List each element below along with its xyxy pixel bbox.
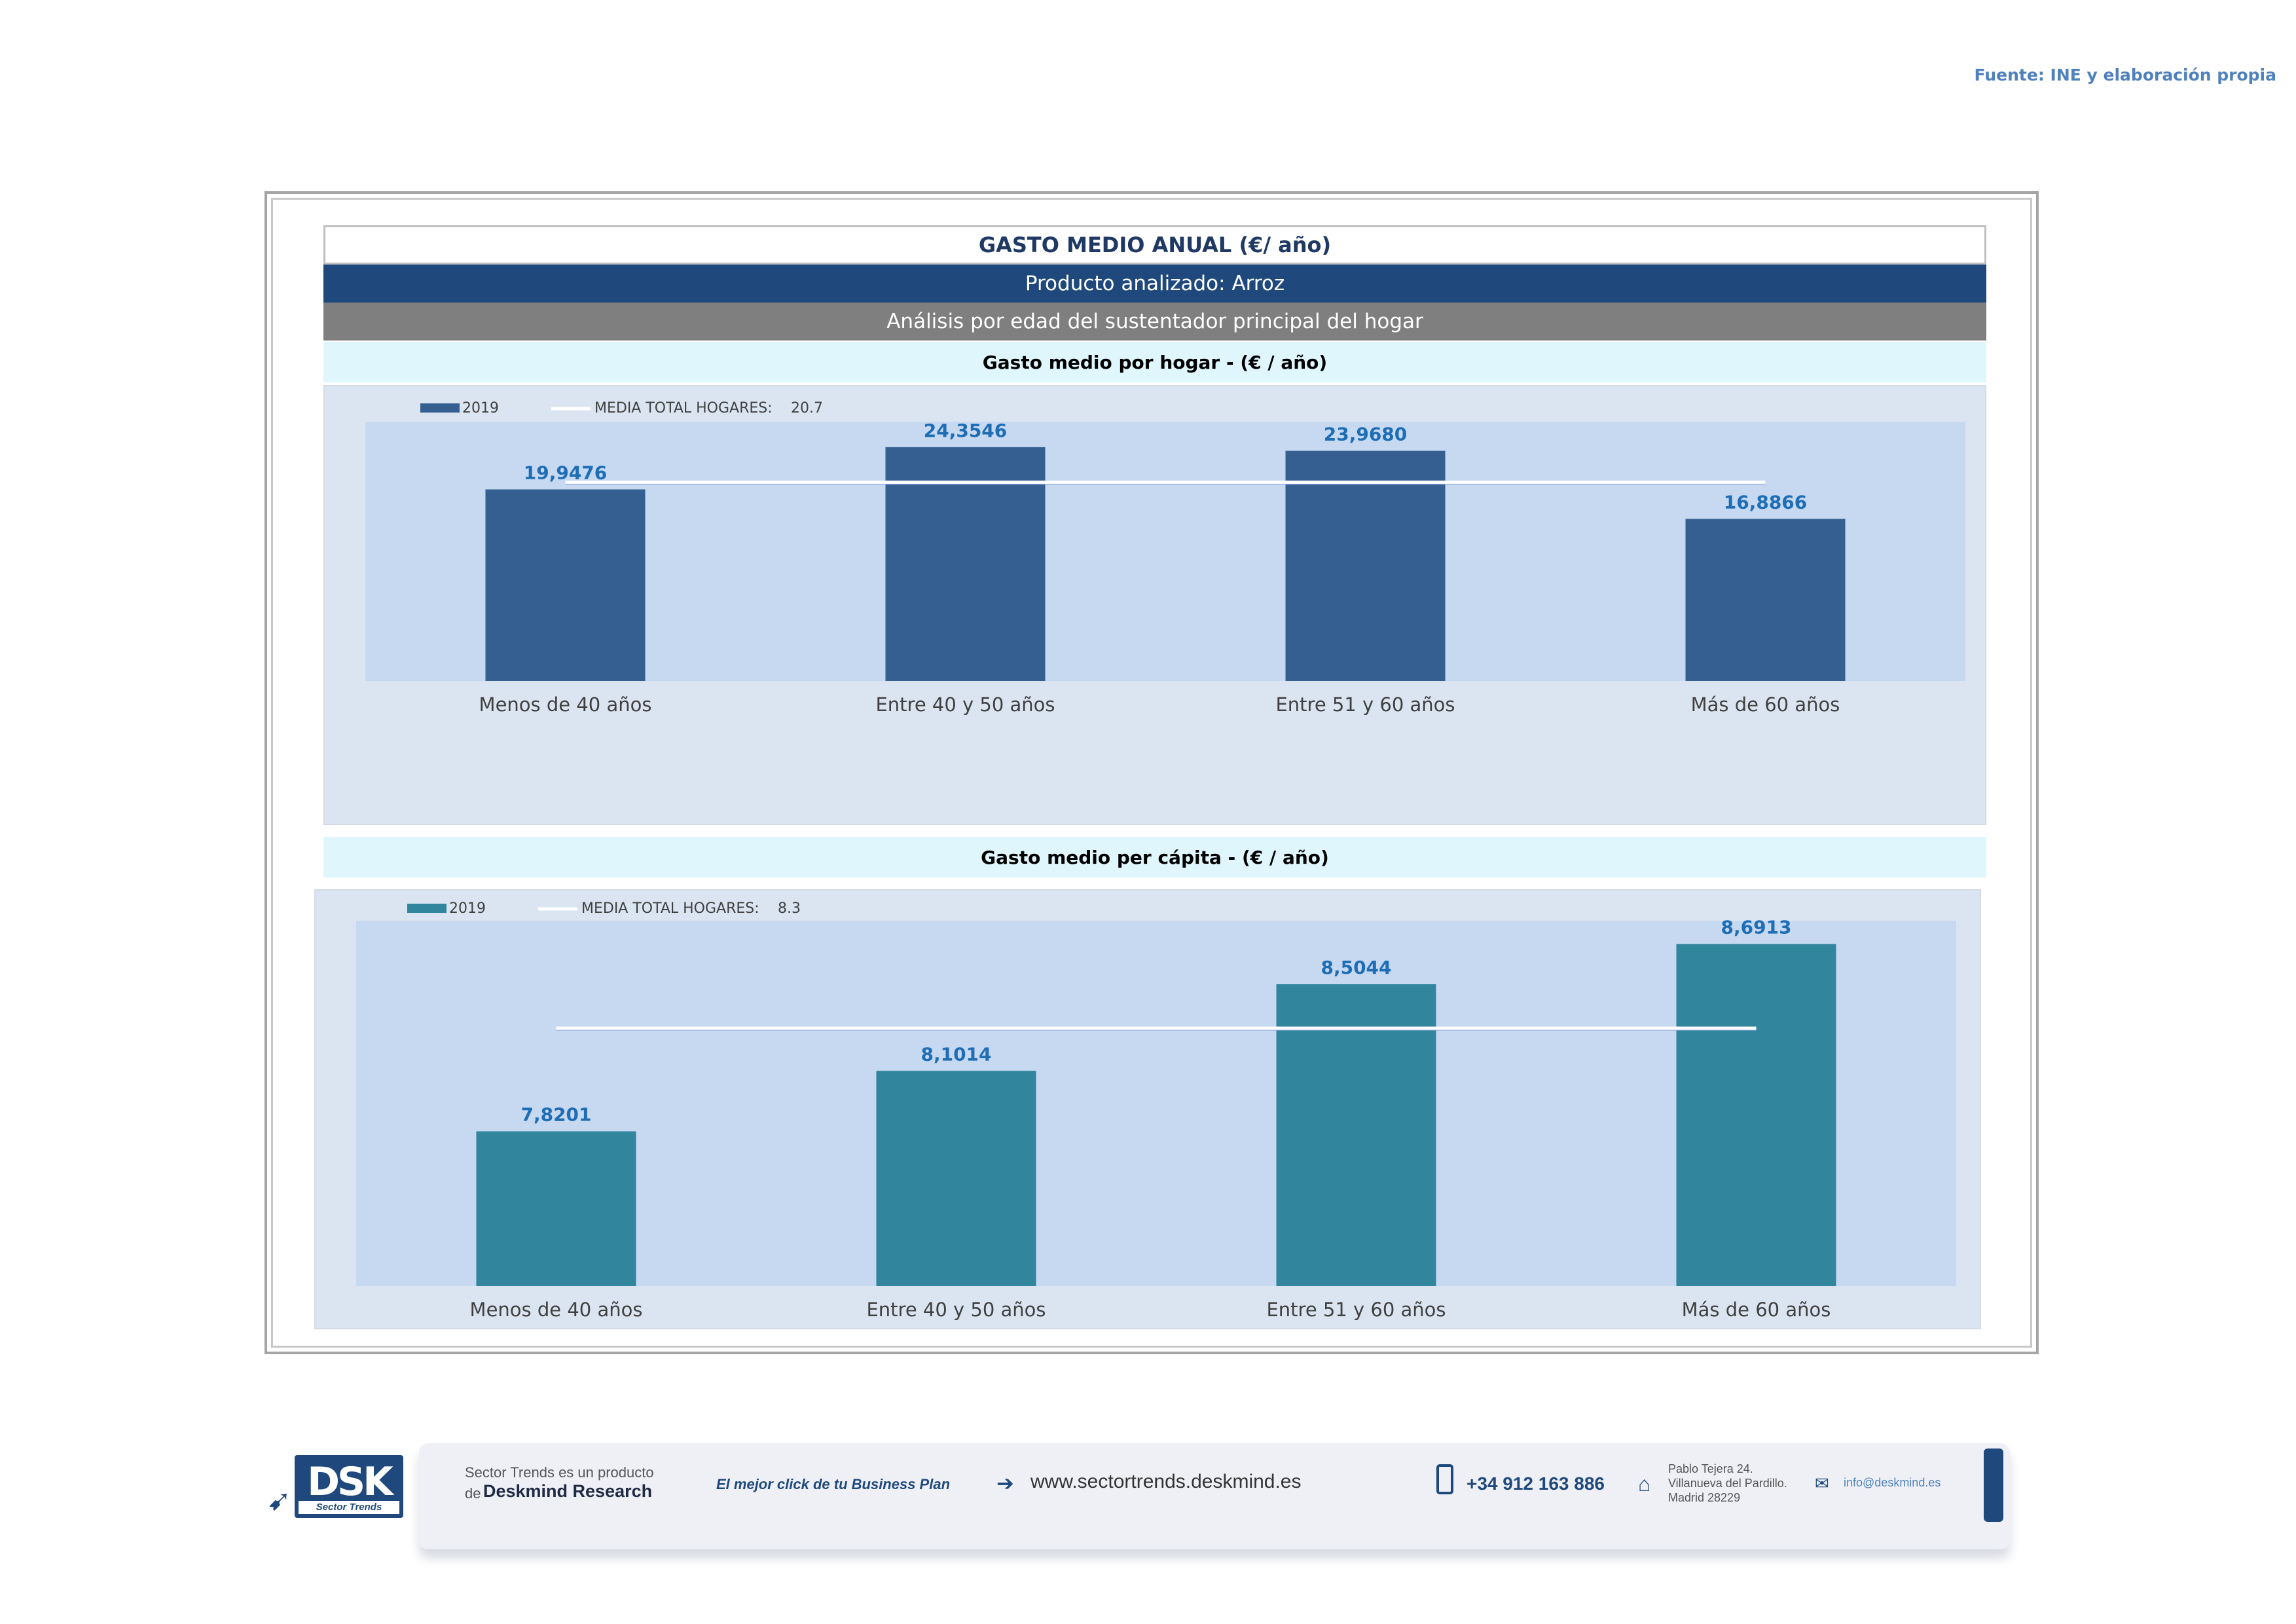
- analysis-banner: Análisis por edad del sustentador princi…: [323, 303, 1986, 341]
- footer-email[interactable]: info@deskmind.es: [1844, 1476, 1941, 1489]
- chart-percapita: 7,8201 Menos de 40 años 8,1014 Entre 40 y 5…: [314, 889, 1981, 1329]
- bar-4: [1676, 944, 1836, 1286]
- footer-product-line: Sector Trends es un producto: [465, 1464, 654, 1481]
- category-label-2: Entre 40 y 50 años: [866, 1299, 1046, 1321]
- chart-household-title: Gasto medio por hogar - (€ / año): [323, 342, 1986, 382]
- category-label-2: Entre 40 y 50 años: [875, 693, 1055, 716]
- footer-product-prefix: de: [465, 1485, 481, 1502]
- footer-banner: [419, 1443, 2010, 1549]
- category-label-4: Más de 60 años: [1691, 693, 1840, 716]
- legend-swatch-series: [420, 403, 460, 413]
- data-label-1: 19,9476: [524, 462, 608, 483]
- footer-slogan: El mejor click de tu Business Plan: [716, 1476, 951, 1492]
- bar-2: [876, 1071, 1036, 1286]
- chart-household: 19,9476 Menos de 40 años 24,3546 Entre 40 y…: [323, 385, 1986, 825]
- footer-address-3: Madrid 28229: [1668, 1491, 1741, 1504]
- phone-icon: [1436, 1464, 1453, 1494]
- report-title: GASTO MEDIO ANUAL (€/ año): [323, 225, 1986, 265]
- legend-label-series: 2019: [462, 400, 499, 416]
- legend-label-average: MEDIA TOTAL HOGARES:: [581, 900, 759, 917]
- arrow-icon: ➹: [267, 1485, 291, 1517]
- chart-household-svg: 19,9476 Menos de 40 años 24,3546 Entre 40 y…: [365, 400, 1965, 716]
- category-label-4: Más de 60 años: [1682, 1299, 1831, 1321]
- bar-3: [1276, 984, 1436, 1286]
- legend-value-average: 20.7: [791, 400, 823, 416]
- footer-website[interactable]: www.sectortrends.deskmind.es: [1030, 1471, 1302, 1492]
- logo-text: DSK: [307, 1459, 393, 1505]
- footer-address-1: Pablo Tejera 24.: [1668, 1462, 1753, 1475]
- data-label-1: 7,8201: [520, 1104, 591, 1126]
- source-note: Fuente: INE y elaboración propia: [1974, 65, 2276, 84]
- footer-phone[interactable]: +34 912 163 886: [1467, 1473, 1605, 1494]
- data-label-2: 24,3546: [924, 420, 1008, 441]
- chart-percapita-svg: 7,8201 Menos de 40 años 8,1014 Entre 40 y 5…: [356, 900, 1956, 1321]
- report-frame-inner: [271, 198, 2032, 1348]
- login-icon: ➔: [996, 1471, 1014, 1495]
- data-label-2: 8,1014: [920, 1043, 991, 1065]
- footer-accent: [1984, 1449, 2003, 1522]
- data-label-3: 8,5044: [1321, 957, 1391, 978]
- category-label-1: Menos de 40 años: [479, 693, 652, 716]
- chart-percapita-title: Gasto medio per cápita - (€ / año): [323, 837, 1986, 877]
- data-label-4: 16,8866: [1724, 491, 1808, 513]
- data-label-3: 23,9680: [1324, 423, 1408, 445]
- mail-icon: ✉: [1815, 1473, 1829, 1493]
- bar-4: [1685, 519, 1846, 681]
- legend-value-average: 8.3: [778, 900, 801, 917]
- category-label-3: Entre 51 y 60 años: [1275, 693, 1455, 716]
- legend-label-average: MEDIA TOTAL HOGARES:: [594, 400, 773, 416]
- bar-3: [1285, 451, 1446, 681]
- product-banner: Producto analizado: Arroz: [323, 265, 1986, 303]
- legend-label-series: 2019: [449, 900, 486, 917]
- logo: DSK Sector Trends: [295, 1455, 403, 1518]
- bar-1: [485, 489, 646, 681]
- logo-subtitle: Sector Trends: [299, 1501, 399, 1514]
- legend-swatch-series: [407, 904, 446, 913]
- data-label-4: 8,6913: [1721, 917, 1791, 938]
- category-label-1: Menos de 40 años: [470, 1299, 643, 1321]
- home-icon: ⌂: [1638, 1472, 1651, 1496]
- report-frame: [264, 191, 2039, 1354]
- bar-1: [476, 1131, 636, 1286]
- bar-2: [885, 447, 1046, 681]
- category-label-3: Entre 51 y 60 años: [1266, 1299, 1446, 1321]
- footer-address-2: Villanueva del Pardillo.: [1668, 1477, 1787, 1490]
- footer-brand: Deskmind Research: [483, 1481, 653, 1501]
